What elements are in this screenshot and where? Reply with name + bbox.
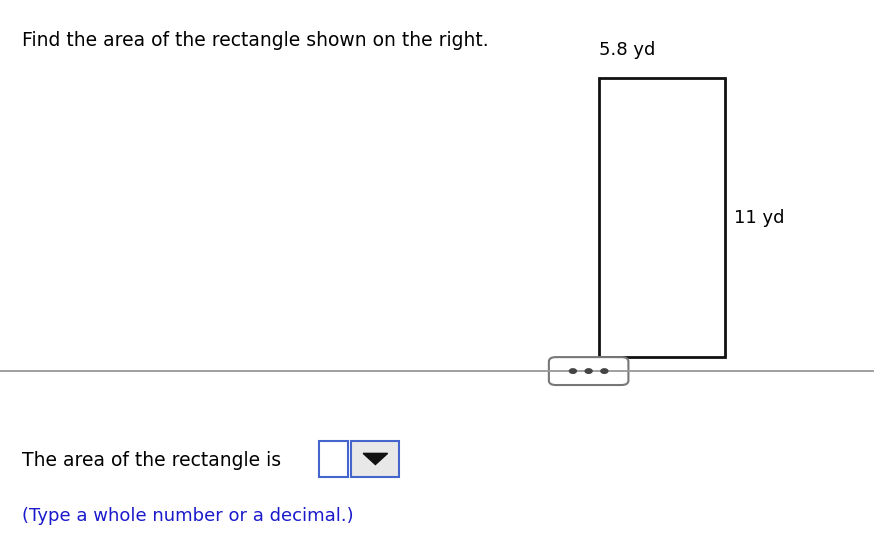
Circle shape (570, 369, 576, 373)
Circle shape (586, 369, 593, 373)
Bar (319, 441, 348, 477)
Bar (351, 441, 399, 477)
Circle shape (601, 369, 608, 373)
Text: Find the area of the rectangle shown on the right.: Find the area of the rectangle shown on … (22, 31, 489, 50)
Text: (Type a whole number or a decimal.): (Type a whole number or a decimal.) (22, 507, 353, 525)
Bar (599, 78, 725, 357)
Polygon shape (364, 453, 388, 464)
Text: 11 yd: 11 yd (734, 209, 785, 227)
FancyBboxPatch shape (549, 357, 628, 385)
Text: 5.8 yd: 5.8 yd (599, 41, 656, 59)
Text: The area of the rectangle is: The area of the rectangle is (22, 451, 281, 470)
